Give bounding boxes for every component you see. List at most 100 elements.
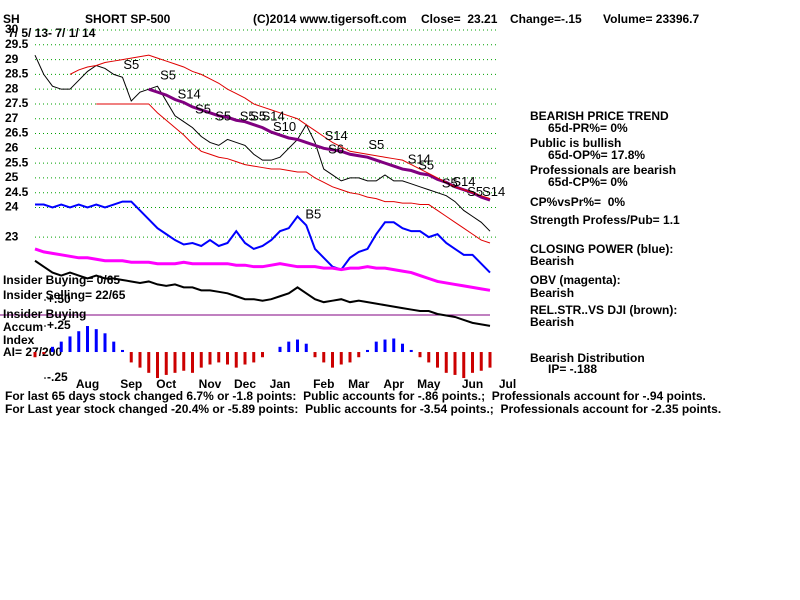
accum-bar bbox=[366, 349, 369, 353]
panel-text: BEARISH PRICE TREND bbox=[530, 109, 669, 123]
accum-bar bbox=[164, 352, 168, 375]
x-tick-label: Jul bbox=[499, 377, 516, 391]
y-tick-label: 26.5 bbox=[5, 126, 29, 140]
accum-bar bbox=[68, 336, 72, 353]
accum-bar bbox=[217, 352, 221, 363]
accum-bar bbox=[488, 352, 492, 368]
panel-text: IP= -.188 bbox=[548, 362, 597, 376]
signal-label: S6 bbox=[328, 141, 344, 156]
x-tick-label: Dec bbox=[234, 377, 256, 391]
signal-label: S5 bbox=[442, 175, 458, 190]
signal-label: S5 bbox=[195, 101, 211, 116]
accum-bar bbox=[33, 352, 37, 358]
x-tick-label: Feb bbox=[313, 377, 334, 391]
y-tick-label: 25.5 bbox=[5, 155, 29, 169]
series-line bbox=[35, 200, 491, 274]
y2-tick-label: -.25 bbox=[47, 370, 68, 384]
accum-bar bbox=[182, 352, 186, 371]
series-line bbox=[34, 259, 491, 327]
x-tick-label: Oct bbox=[156, 377, 176, 391]
date-range: 7/ 5/ 13- 7/ 1/ 14 bbox=[8, 26, 96, 40]
panel-text: Bearish bbox=[530, 254, 574, 268]
signal-label: S14 bbox=[325, 128, 348, 143]
accum-bar bbox=[444, 352, 448, 373]
signal-label: S14 bbox=[262, 109, 285, 124]
y-tick-label: 28 bbox=[5, 81, 19, 95]
panel-text: 65d-PR%= 0% bbox=[548, 121, 628, 135]
accum-bar bbox=[401, 343, 404, 353]
volume: Volume= 23396.7 bbox=[603, 12, 699, 26]
y-tick-label: 27 bbox=[5, 111, 19, 125]
signal-label: S5 bbox=[467, 184, 483, 199]
accum-bar bbox=[51, 346, 54, 353]
symbol: SH bbox=[3, 12, 20, 26]
footer-text: For last 65 days stock changed 6.7% or -… bbox=[5, 389, 706, 403]
accum-bar bbox=[121, 349, 124, 353]
signal-label: S14 bbox=[178, 87, 201, 102]
accum-bar bbox=[357, 352, 361, 358]
x-tick-label: May bbox=[417, 377, 441, 391]
accum-bar bbox=[234, 352, 238, 368]
x-tick-label: Mar bbox=[348, 377, 370, 391]
panel-text: AI= 27/200 bbox=[3, 345, 62, 359]
accum-bar bbox=[331, 352, 334, 368]
panel-text: Public is bullish bbox=[530, 136, 621, 150]
footer-text: For Last year stock changed -20.4% or -5… bbox=[5, 402, 721, 416]
panel-text: CP%vsPr%= 0% bbox=[530, 195, 625, 209]
y-tick-label: 23 bbox=[5, 229, 19, 243]
accum-bar bbox=[199, 352, 203, 368]
panel-text: REL.STR..VS DJI (brown): bbox=[530, 303, 677, 317]
y-tick-label: 26 bbox=[5, 141, 19, 155]
accum-bar bbox=[208, 352, 212, 365]
accum-bar bbox=[462, 352, 466, 379]
accum-bar bbox=[77, 331, 81, 353]
accum-bar bbox=[453, 352, 457, 375]
signal-label: S5 bbox=[123, 57, 139, 72]
panel-text: Strength Profess/Pub= 1.1 bbox=[530, 213, 680, 227]
y-tick-label: 28.5 bbox=[5, 67, 29, 81]
y-tick-label: 27.5 bbox=[5, 96, 29, 110]
series-line bbox=[34, 54, 491, 232]
panel-text: CLOSING POWER (blue): bbox=[530, 242, 673, 256]
accum-bar bbox=[138, 352, 142, 368]
accum-bar bbox=[129, 352, 133, 363]
x-tick-label: Nov bbox=[199, 377, 222, 391]
accum-bar bbox=[392, 338, 396, 353]
accum-bar bbox=[278, 346, 282, 353]
accum-bar bbox=[471, 352, 474, 373]
accum-bar bbox=[243, 352, 247, 365]
y-tick-label: 25 bbox=[5, 170, 19, 184]
accum-bar bbox=[147, 352, 151, 373]
series-line bbox=[148, 87, 491, 202]
accum-bar bbox=[112, 341, 116, 353]
y2-tick-label: +.25 bbox=[47, 318, 71, 332]
accum-bar bbox=[156, 352, 159, 379]
accum-bar bbox=[427, 352, 431, 363]
accum-bar bbox=[322, 352, 326, 363]
series-line bbox=[69, 54, 491, 200]
accum-bar bbox=[86, 326, 89, 353]
accum-bar bbox=[374, 341, 378, 353]
stock-name: SHORT SP-500 bbox=[85, 12, 171, 26]
signal-label: S5 bbox=[368, 137, 384, 152]
signal-label: S5 bbox=[250, 109, 266, 124]
accum-bar bbox=[287, 341, 291, 353]
accum-bar bbox=[339, 352, 343, 365]
accum-bar bbox=[103, 333, 107, 353]
accum-bar bbox=[436, 352, 439, 368]
y-tick-label: 30 bbox=[5, 22, 19, 36]
panel-text: Professionals are bearish bbox=[530, 163, 676, 177]
y-tick-label: 29 bbox=[5, 52, 19, 66]
panel-text: Bearish bbox=[530, 315, 574, 329]
accum-bar bbox=[418, 352, 422, 358]
signal-label: S5 bbox=[160, 67, 176, 82]
panel-text: Index bbox=[3, 333, 35, 347]
x-tick-label: Jun bbox=[462, 377, 483, 391]
signal-label: B5 bbox=[305, 206, 321, 221]
signal-label: S10 bbox=[273, 119, 296, 134]
signal-label: S5 bbox=[215, 109, 231, 124]
accum-bar bbox=[348, 352, 352, 363]
y-tick-label: 24 bbox=[5, 200, 19, 214]
x-tick-label: Sep bbox=[120, 377, 142, 391]
